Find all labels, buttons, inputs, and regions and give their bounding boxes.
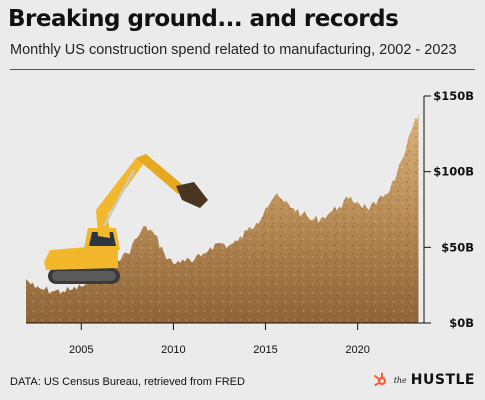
area-series [26,114,419,323]
y-tick-label: $100B [433,165,474,179]
excavator-icon [44,154,208,284]
sprocket-icon [373,372,386,386]
brand-logo: the HUSTLE [372,371,475,389]
chart-subtitle: Monthly US construction spend related to… [10,42,457,58]
chart-title: Breaking ground... and records [8,6,399,32]
title-divider [10,69,475,70]
x-tick-label: 2015 [253,344,277,356]
x-tick-label: 2020 [345,344,369,356]
y-tick-label: $50B [441,240,474,254]
x-tick-label: 2005 [69,344,93,356]
y-axis: $0B $50B $100B $150B [423,89,474,330]
x-axis: 2005 2010 2015 2020 [26,322,424,356]
y-tick-label: $150B [433,89,474,103]
brand-name: HUSTLE [410,372,475,388]
brand-prefix: the [393,375,407,385]
y-tick-label: $0B [449,316,474,330]
x-tick-label: 2010 [161,344,185,356]
area-texture [26,114,419,323]
source-note: DATA: US Census Bureau, retrieved from F… [10,376,245,388]
